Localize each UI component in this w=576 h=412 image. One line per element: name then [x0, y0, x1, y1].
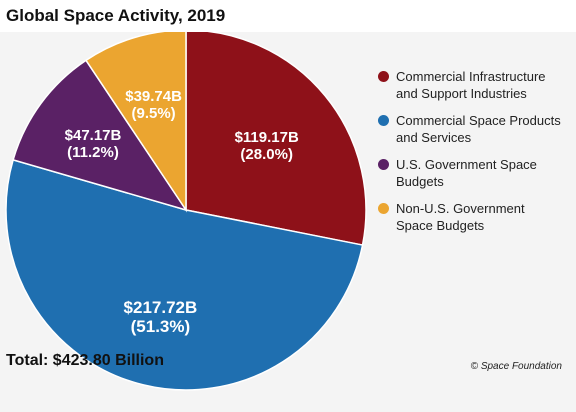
legend-label-line: Non-U.S. Government — [396, 201, 525, 216]
chart-panel: $119.17B (28.0%) $217.72B (51.3%) $47.17B (11… — [0, 32, 576, 412]
legend-label-line: U.S. Government Space — [396, 157, 537, 172]
total-label: Total: $423.80 Billion — [6, 352, 164, 369]
slice-value-label-non-us-government: $39.74B — [125, 88, 182, 105]
pie-slice-non-us-government — [84, 32, 187, 213]
legend-item-commercial-products: Commercial Space Products and Services — [376, 112, 572, 146]
credit-label: © Space Foundation — [470, 361, 562, 372]
pie-slice-us-government — [12, 59, 188, 212]
slice-value-label-commercial-products: $217.72B — [124, 298, 198, 317]
slice-percent-label-commercial-products: (51.3%) — [131, 317, 191, 336]
slice-value-label-commercial-infrastructure: $119.17B — [235, 129, 299, 146]
legend-swatch-us-government — [378, 159, 389, 170]
slice-percent-label-non-us-government: (9.5%) — [132, 105, 176, 122]
legend-item-non-us-government: Non-U.S. Government Space Budgets — [376, 200, 572, 234]
slice-percent-label-commercial-infrastructure: (28.0%) — [240, 146, 293, 163]
pie-slice-commercial-infrastructure — [185, 32, 367, 246]
pie-slice-commercial-products — [5, 158, 364, 391]
legend-label-line: and Support Industries — [396, 86, 527, 101]
legend-swatch-commercial-products — [378, 115, 389, 126]
chart-title: Global Space Activity, 2019 — [6, 6, 226, 25]
legend-label-line: Budgets — [396, 174, 444, 189]
legend-label-line: Space Budgets — [396, 218, 485, 233]
pie-chart: $119.17B(28.0%) $217.72B(51.3%) $47.17B(11… — [5, 32, 367, 391]
slice-percent-label-us-government: (11.2%) — [67, 144, 119, 161]
legend-item-commercial-infrastructure: Commercial Infrastructure and Support In… — [376, 68, 572, 102]
legend-swatch-non-us-government — [378, 203, 389, 214]
legend-label-line: Commercial Infrastructure — [396, 69, 546, 84]
legend-label-line: Commercial Space Products — [396, 113, 561, 128]
legend: Commercial Infrastructure and Support In… — [376, 68, 572, 244]
legend-swatch-commercial-infrastructure — [378, 71, 389, 82]
legend-label-line: and Services — [396, 130, 472, 145]
legend-item-us-government: U.S. Government Space Budgets — [376, 156, 572, 190]
slice-value-label-us-government: $47.17B — [65, 127, 122, 144]
